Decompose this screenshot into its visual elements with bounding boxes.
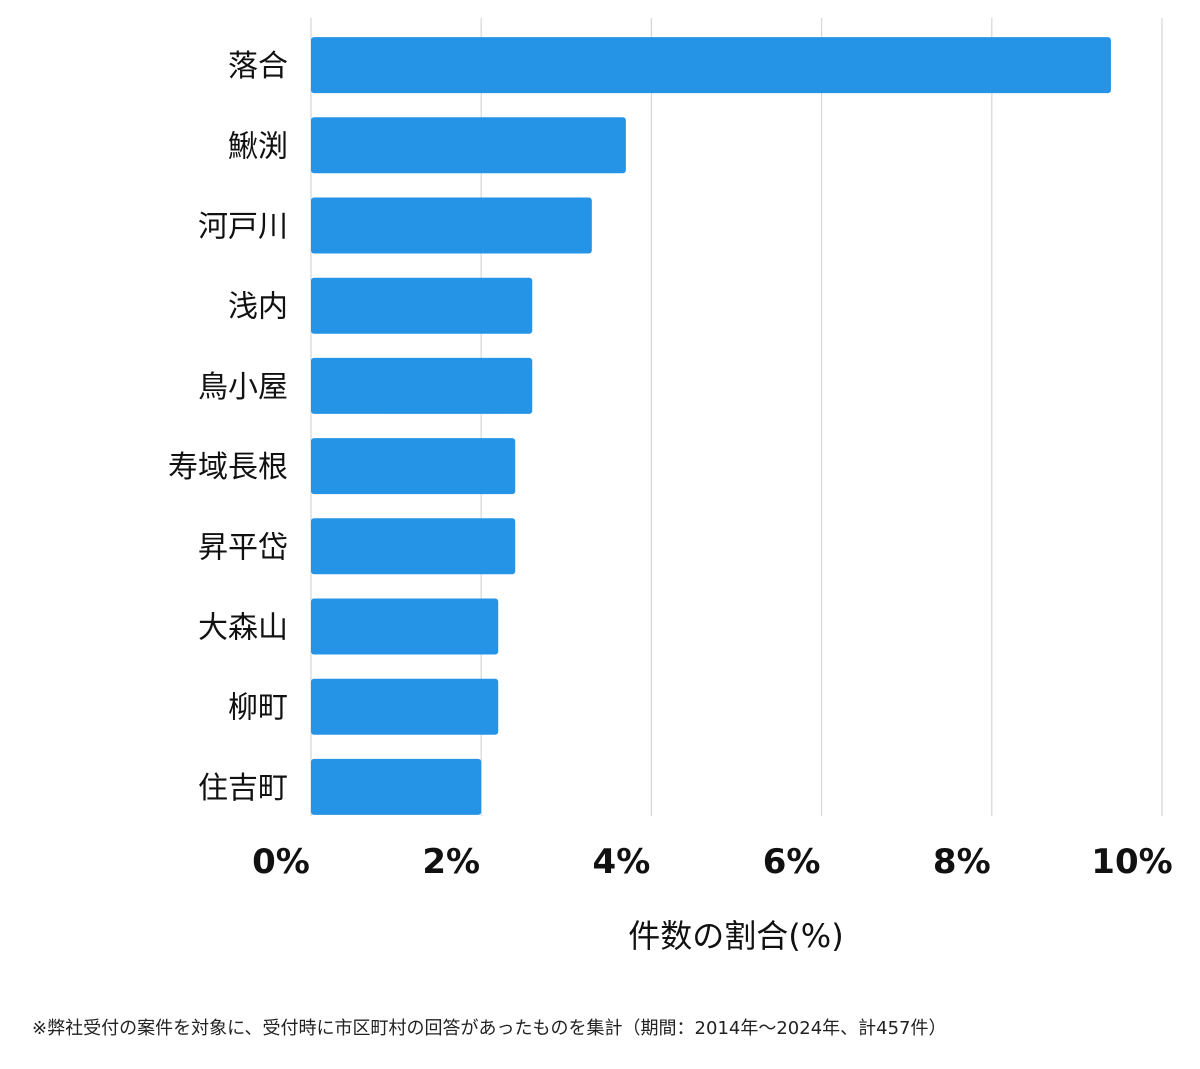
- category-label-0: 落合: [228, 49, 288, 84]
- x-tick-labels: 0% 2% 4% 6% 8% 10%: [252, 842, 1173, 882]
- x-tick-label-5: 10%: [1091, 842, 1172, 882]
- category-label-7: 大森山: [198, 611, 288, 646]
- category-label-8: 柳町: [228, 691, 288, 726]
- bar-6: [311, 518, 516, 575]
- category-label-1: 鰍渕: [228, 129, 288, 164]
- x-tick-label-2: 4%: [593, 842, 651, 882]
- category-label-3: 浅内: [228, 290, 288, 325]
- bar-5: [311, 438, 516, 495]
- bar-3: [311, 277, 533, 334]
- category-label-9: 住吉町: [198, 771, 288, 806]
- footnote: ※弊社受付の案件を対象に、受付時に市区町村の回答があったものを集計（期間：201…: [32, 1018, 947, 1039]
- x-axis-title: 件数の割合(%): [628, 917, 843, 955]
- x-tick-label-0: 0%: [252, 842, 310, 882]
- category-label-5: 寿域長根: [168, 450, 288, 485]
- x-tick-label-4: 8%: [933, 842, 991, 882]
- bar-9: [311, 758, 482, 815]
- category-label-4: 鳥小屋: [198, 370, 288, 405]
- bar-4: [311, 357, 533, 414]
- bars: [311, 37, 1111, 815]
- bar-1: [311, 117, 626, 174]
- bar-0: [311, 37, 1111, 94]
- bar-2: [311, 197, 592, 254]
- category-label-2: 河戸川: [198, 210, 288, 245]
- bar-8: [311, 678, 499, 735]
- x-tick-label-3: 6%: [763, 842, 821, 882]
- x-tick-label-1: 2%: [422, 842, 480, 882]
- bar-7: [311, 598, 499, 655]
- category-label-6: 昇平岱: [198, 530, 288, 565]
